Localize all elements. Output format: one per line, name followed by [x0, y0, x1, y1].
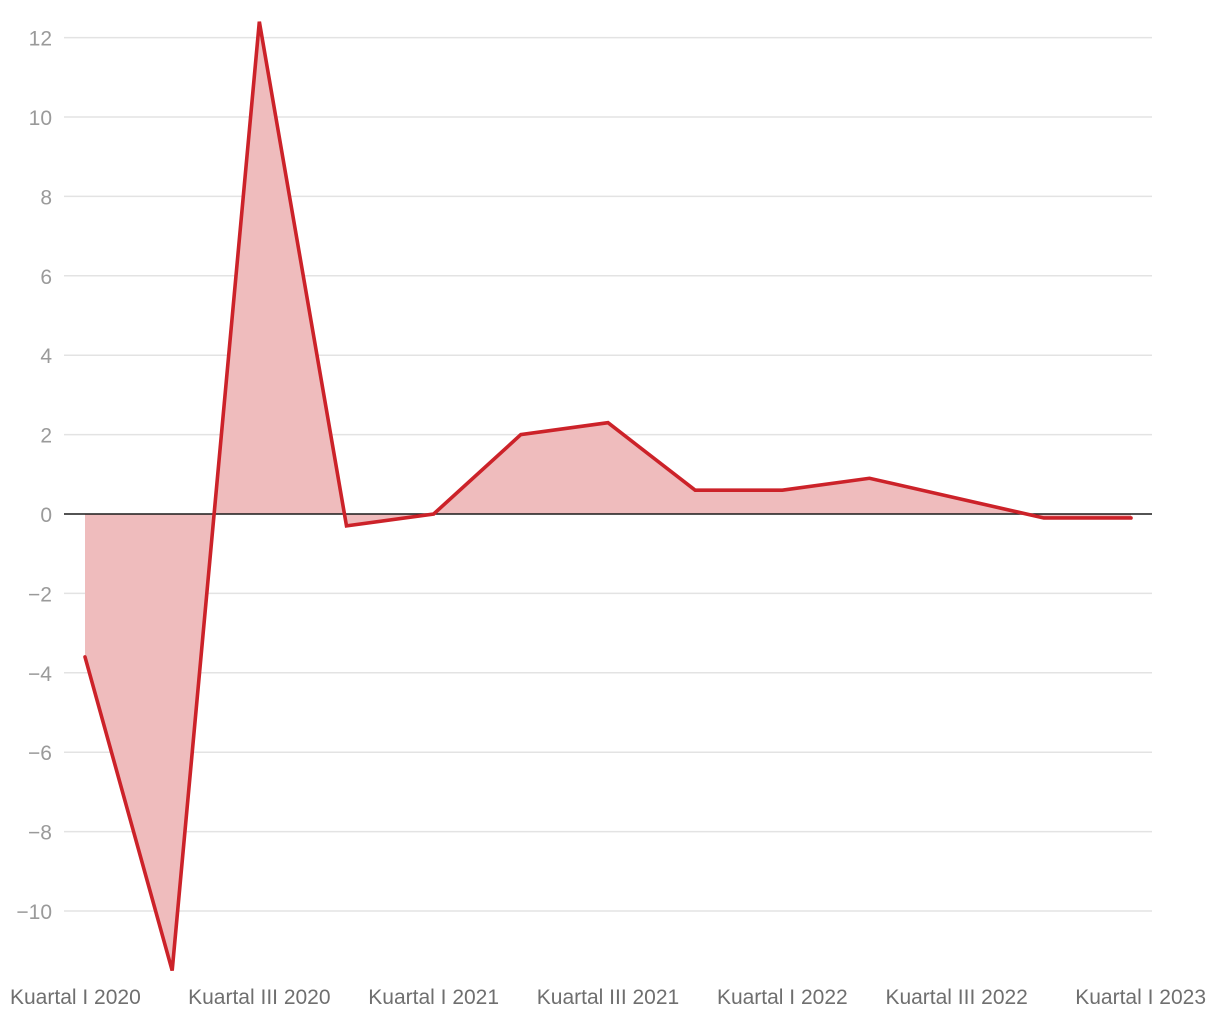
y-tick-label: 2	[40, 425, 52, 448]
y-tick-label: 8	[40, 186, 52, 209]
y-tick-label: −6	[28, 742, 52, 765]
x-tick-label: Kuartal I 2023	[1075, 986, 1206, 1009]
area-layer	[85, 21, 1131, 971]
x-tick-label: Kuartal I 2021	[368, 986, 499, 1009]
y-axis-ticks: −10 −8 −6 −4 −2 0 2 4 6 8 10 12	[16, 28, 52, 924]
data-point	[779, 487, 785, 493]
series-line	[83, 21, 1133, 972]
y-tick-label: 10	[29, 107, 52, 130]
line-layer	[82, 19, 1134, 974]
y-tick-label: 4	[40, 345, 52, 368]
data-point	[867, 475, 873, 481]
data-point	[605, 420, 611, 426]
data-point	[256, 19, 262, 25]
series-area	[85, 21, 1131, 971]
x-tick-label: Kuartal III 2022	[885, 986, 1027, 1009]
y-tick-label: 12	[29, 28, 52, 51]
data-point	[169, 968, 175, 974]
data-point	[1128, 515, 1134, 521]
data-point	[344, 523, 350, 529]
data-point	[954, 495, 960, 501]
data-point	[692, 487, 698, 493]
data-point	[1041, 515, 1047, 521]
data-point	[82, 654, 88, 660]
y-tick-label: −2	[28, 583, 52, 606]
x-tick-label: Kuartal III 2021	[537, 986, 679, 1009]
x-axis-ticks: Kuartal I 2020 Kuartal III 2020 Kuartal I …	[10, 986, 1206, 1009]
y-tick-label: 6	[40, 266, 52, 289]
y-tick-label: −4	[28, 663, 52, 686]
data-point	[518, 432, 524, 438]
x-tick-label: Kuartal I 2022	[717, 986, 848, 1009]
x-tick-label: Kuartal I 2020	[10, 986, 141, 1009]
x-tick-label: Kuartal III 2020	[188, 986, 330, 1009]
data-point	[431, 511, 437, 517]
y-tick-label: −8	[28, 822, 52, 845]
y-tick-label: −10	[16, 901, 52, 924]
y-tick-label: 0	[40, 504, 52, 527]
